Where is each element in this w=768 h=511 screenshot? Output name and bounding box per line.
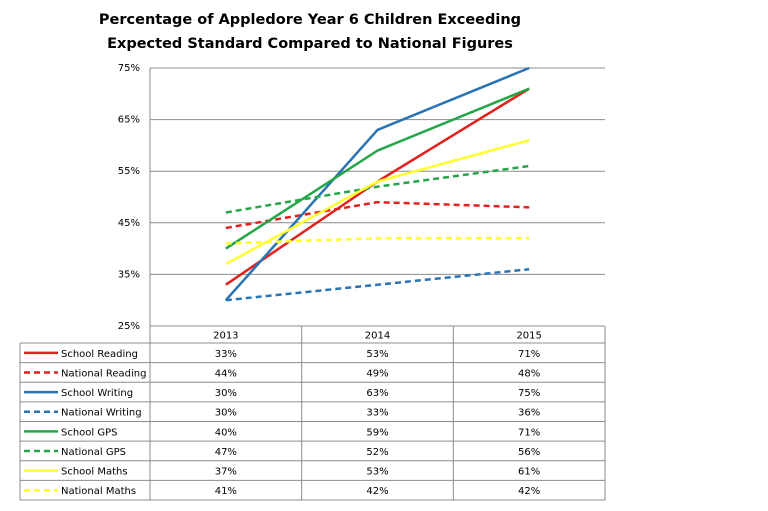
table-value: 40% xyxy=(215,427,237,438)
table-value: 44% xyxy=(215,368,237,379)
table-value: 33% xyxy=(215,349,237,360)
series-line xyxy=(225,237,530,245)
y-tick-label: 75% xyxy=(118,63,140,74)
legend-label: National Writing xyxy=(61,408,142,419)
legend-label: School Writing xyxy=(61,388,133,399)
table-value: 42% xyxy=(518,486,540,497)
chart-title: Expected Standard Compared to National F… xyxy=(107,36,513,52)
table-value: 75% xyxy=(518,388,540,399)
table-value: 52% xyxy=(366,447,388,458)
series-line xyxy=(225,267,530,302)
table-value: 53% xyxy=(366,349,388,360)
table-value: 49% xyxy=(366,368,388,379)
legend-label: School Maths xyxy=(61,467,128,478)
x-tick-label: 2013 xyxy=(213,331,238,342)
table-value: 61% xyxy=(518,467,540,478)
table-value: 36% xyxy=(518,408,540,419)
y-tick-label: 55% xyxy=(118,166,140,177)
table-value: 59% xyxy=(366,427,388,438)
table-value: 41% xyxy=(215,486,237,497)
y-tick-label: 45% xyxy=(118,218,140,229)
y-tick-label: 65% xyxy=(118,115,140,126)
table-value: 42% xyxy=(366,486,388,497)
table-value: 47% xyxy=(215,447,237,458)
table-value: 30% xyxy=(215,388,237,399)
y-tick-label: 25% xyxy=(118,321,140,332)
legend-label: School GPS xyxy=(61,427,118,438)
table-value: 53% xyxy=(366,467,388,478)
table-value: 37% xyxy=(215,467,237,478)
x-tick-label: 2015 xyxy=(516,331,541,342)
legend-label: School Reading xyxy=(61,349,138,360)
table-value: 71% xyxy=(518,349,540,360)
table-value: 63% xyxy=(366,388,388,399)
table-value: 48% xyxy=(518,368,540,379)
table-value: 33% xyxy=(366,408,388,419)
series-line xyxy=(224,66,530,302)
series-line xyxy=(225,200,530,230)
legend-label: National Reading xyxy=(61,368,146,379)
legend-label: National Maths xyxy=(61,486,136,497)
y-tick-label: 35% xyxy=(118,269,140,280)
legend-label: National GPS xyxy=(61,447,126,458)
chart-title: Percentage of Appledore Year 6 Children … xyxy=(99,12,521,28)
series-line xyxy=(225,164,530,214)
table-value: 71% xyxy=(518,427,540,438)
series-line xyxy=(225,87,530,250)
table-value: 30% xyxy=(215,408,237,419)
x-tick-label: 2014 xyxy=(365,331,390,342)
series-line xyxy=(225,139,530,266)
table-value: 56% xyxy=(518,447,540,458)
